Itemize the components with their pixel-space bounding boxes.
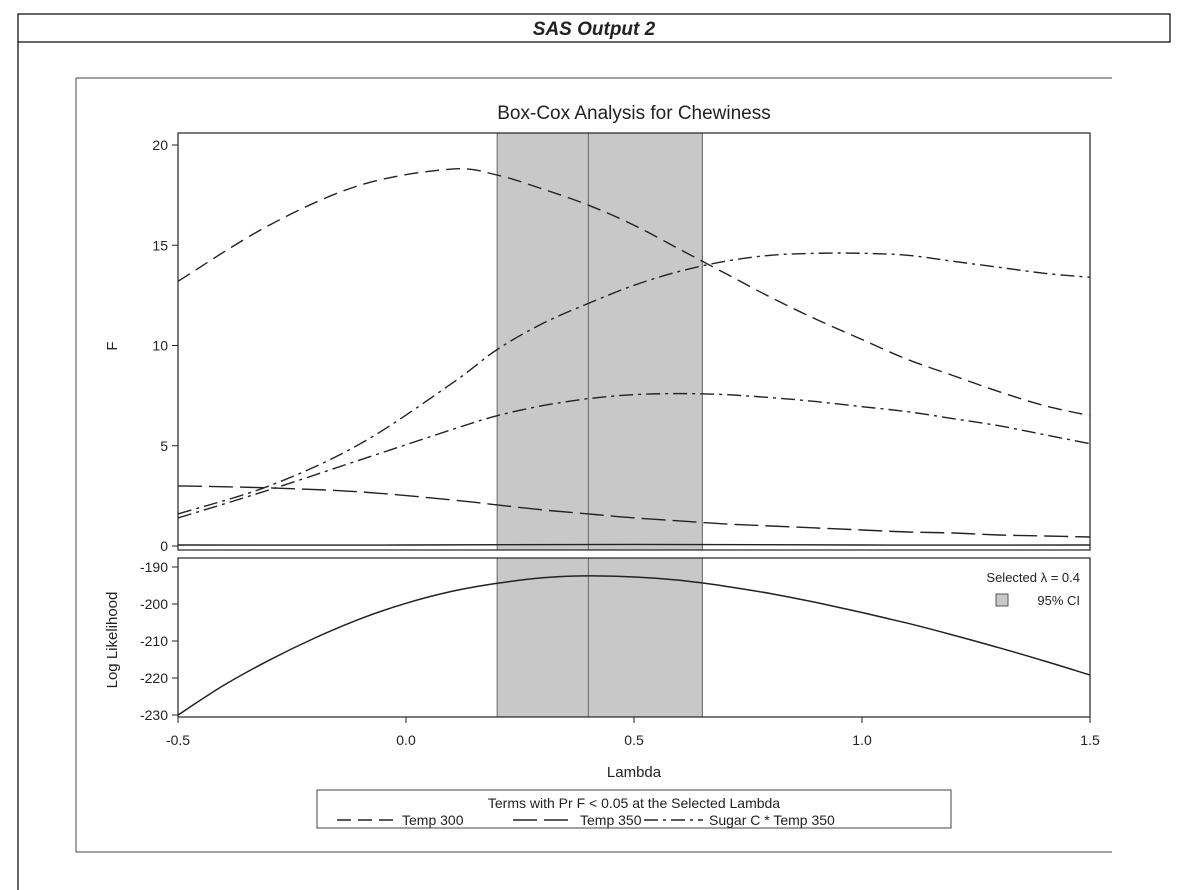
y-tick-label-bottom: -220 [140, 670, 168, 686]
selected-lambda-annotation: Selected λ = 0.4 [986, 570, 1080, 585]
f-series-line-1 [177, 485, 1091, 538]
series-group [177, 168, 1091, 716]
ci-legend-label: 95% CI [1037, 593, 1080, 608]
legend-label-0: Temp 300 [402, 812, 464, 828]
header-title: SAS Output 2 [533, 19, 656, 40]
x-tick-label: 0.0 [396, 732, 416, 748]
f-series-line-0 [177, 168, 1091, 417]
y-tick-label-top: 20 [152, 137, 168, 153]
y-tick-label-bottom: -200 [140, 596, 168, 612]
top-panel-frame [177, 132, 1091, 551]
y-tick-label-top: 5 [160, 438, 168, 454]
legend-label-1: Temp 350 [580, 812, 642, 828]
legend-box [316, 789, 952, 829]
x-tick-label: -0.5 [166, 732, 190, 748]
header-bar [17, 13, 1171, 43]
axes-group: 0 5 10 15 20 -190 -200 -210 -220 -230 -0.5 0.0 0.5 1.… [140, 132, 1100, 748]
x-tick-label: 1.0 [852, 732, 872, 748]
y-tick-label-bottom: -190 [140, 559, 168, 575]
y-tick-label-bottom: -210 [140, 633, 168, 649]
f-series-line-4 [177, 543, 1091, 546]
legend-entries: Temp 300 Temp 350 Sugar C * Temp 350 [337, 812, 835, 828]
ci-band-0 [497, 133, 703, 550]
chart-title: Box-Cox Analysis for Chewiness [497, 103, 771, 124]
legend-title: Terms with Pr F < 0.05 at the Selected L… [488, 795, 780, 811]
legend-label-2: Sugar C * Temp 350 [709, 812, 835, 828]
x-tick-label: 0.5 [624, 732, 644, 748]
log-likelihood-line [177, 575, 1091, 716]
y-axis-label-top: F [104, 341, 121, 350]
f-series-line-2 [177, 252, 1091, 515]
y-tick-label-top: 0 [160, 538, 168, 554]
ci-band-1 [497, 558, 703, 717]
ci-legend-swatch [995, 593, 1009, 607]
y-tick-label-top: 10 [152, 338, 168, 354]
x-tick-label: 1.5 [1080, 732, 1100, 748]
y-tick-label-top: 15 [152, 237, 168, 253]
f-series-line-3 [177, 392, 1091, 519]
y-axis-label-bottom: Log Likelihood [104, 592, 121, 689]
ci-band-group [496, 133, 704, 717]
y-tick-label-bottom: -230 [140, 707, 168, 723]
x-axis-label: Lambda [607, 764, 662, 781]
